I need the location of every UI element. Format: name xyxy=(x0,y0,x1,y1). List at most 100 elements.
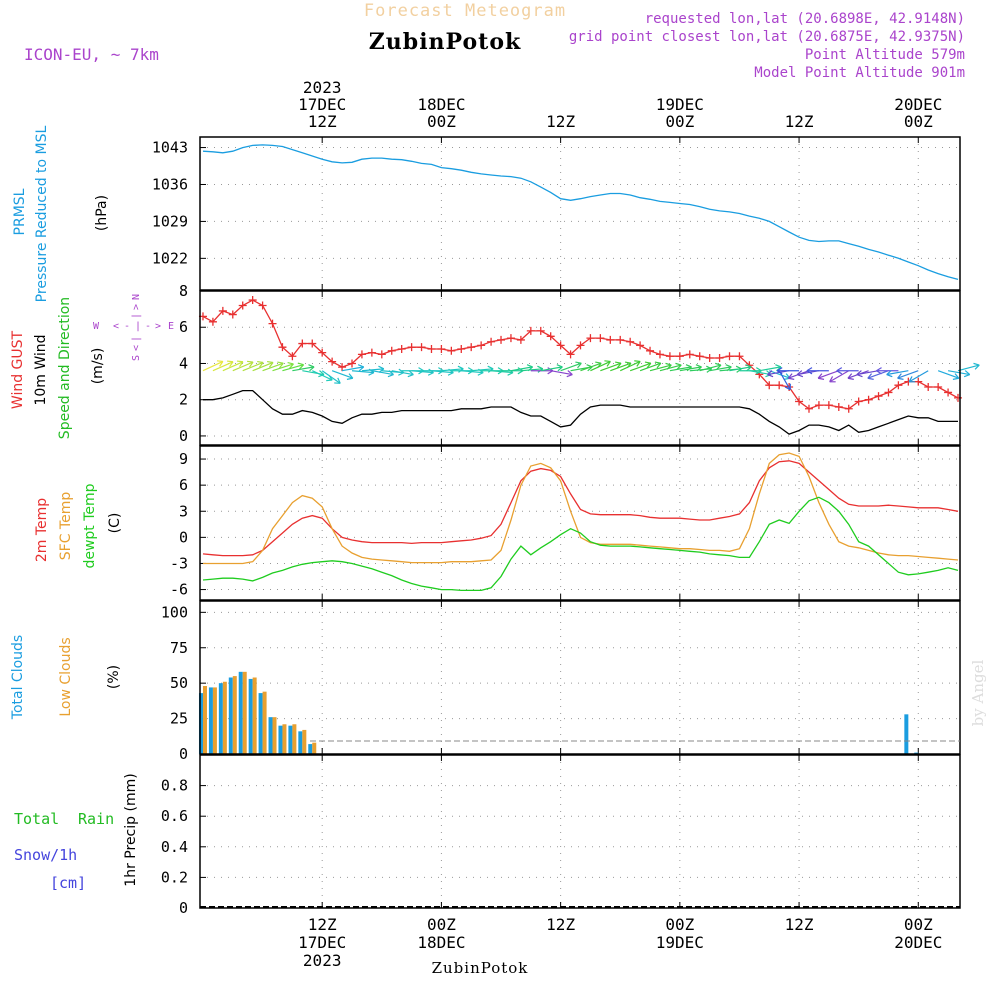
arrow-shaft xyxy=(659,364,682,372)
arrow-shaft xyxy=(341,366,364,372)
arrow-shaft xyxy=(679,366,702,372)
y-tick-label: 25 xyxy=(170,710,188,728)
arrow-head xyxy=(277,361,284,364)
gust-marker xyxy=(308,339,317,348)
arrow-head xyxy=(644,361,651,364)
arrow-shaft xyxy=(431,370,454,374)
legend-total: Total xyxy=(14,810,59,828)
arrow-head xyxy=(299,364,305,370)
panel-frame xyxy=(199,445,961,601)
arrow-shaft xyxy=(689,368,712,372)
gust-marker xyxy=(705,354,714,363)
arrow-head xyxy=(387,373,394,378)
gust-marker xyxy=(318,348,327,357)
arrow-head xyxy=(358,366,365,372)
temp-unit: (C) xyxy=(107,513,123,534)
arrow-shaft xyxy=(908,370,929,383)
gust-marker xyxy=(655,350,664,359)
legend-rain: Rain xyxy=(78,810,114,828)
time-label-top: 00Z xyxy=(427,112,456,131)
gust-marker xyxy=(844,404,853,413)
gust-marker xyxy=(348,359,356,368)
clouds-label-1: Total Clouds xyxy=(10,635,26,720)
time-label-top: 00Z xyxy=(665,112,694,131)
panel-pressure: 1022 1029 1036 1043 xyxy=(152,136,961,291)
gust-marker xyxy=(407,343,416,352)
panel-frame xyxy=(199,754,961,909)
arrow-head xyxy=(595,361,602,364)
panel-frame xyxy=(199,136,961,291)
arrow-shaft xyxy=(639,362,661,372)
arrow-shaft xyxy=(312,370,333,381)
wind-unit: (m/s) xyxy=(90,348,106,385)
y-tick-label: 50 xyxy=(170,674,188,692)
gust-marker xyxy=(516,335,525,344)
wind-direction-arrow xyxy=(947,370,971,378)
compass-east: E xyxy=(168,321,174,332)
compass-center: | xyxy=(135,321,141,332)
compass-south: S xyxy=(131,355,142,361)
arrow-head xyxy=(715,362,722,366)
panel-clouds: 0 25 50 75 100 xyxy=(161,600,961,763)
wind-direction-arrow xyxy=(540,364,563,372)
chart-title: Forecast Meteogram xyxy=(364,1,566,21)
arrow-head xyxy=(776,367,783,372)
wind-direction-arrow xyxy=(796,370,820,378)
time-label-top: 20DEC xyxy=(894,95,942,114)
time-label-bottom: 19DEC xyxy=(656,933,704,952)
arrow-head xyxy=(229,361,234,368)
arrow-head xyxy=(236,360,244,363)
arrow-head xyxy=(487,365,494,370)
wind-direction-arrow xyxy=(856,370,879,378)
arrow-head xyxy=(604,360,611,363)
gust-marker xyxy=(954,393,963,402)
arrow-shaft xyxy=(510,366,533,372)
gust-marker xyxy=(695,352,704,361)
arrow-head xyxy=(566,373,573,378)
cloud-bar xyxy=(252,677,257,754)
arrow-shaft xyxy=(709,366,732,372)
arrow-head xyxy=(797,373,804,378)
wind-direction-arrow xyxy=(252,360,274,372)
cloud-bar xyxy=(904,714,909,754)
cloud-bar xyxy=(218,683,223,754)
arrow-head xyxy=(836,370,843,375)
wind-direction-arrow xyxy=(699,362,722,372)
y-tick-label: 1036 xyxy=(152,175,188,193)
cloud-bar xyxy=(258,693,263,754)
credit: by Angel xyxy=(969,659,987,726)
wind-label-3: Speed and Direction xyxy=(57,297,73,439)
arrow-head xyxy=(806,370,813,375)
y-tick-label: 6 xyxy=(179,476,188,494)
arrow-head xyxy=(526,364,533,368)
compass-arrow-down: < xyxy=(131,345,142,351)
arrow-head xyxy=(787,373,793,379)
wind-direction-arrow xyxy=(232,360,254,372)
cloud-bar xyxy=(312,742,317,754)
cloud-bar xyxy=(268,717,273,754)
time-label-bottom: 20DEC xyxy=(894,933,942,952)
gust-marker xyxy=(775,381,784,390)
y-tick-label: 8 xyxy=(179,282,188,300)
cloud-bar xyxy=(238,671,243,754)
wind-direction-arrow xyxy=(659,362,682,372)
arrow-shaft xyxy=(629,362,652,372)
arrow-head xyxy=(685,364,692,368)
arrow-head xyxy=(646,362,652,369)
arrow-head xyxy=(876,370,882,375)
arrow-shaft xyxy=(580,362,602,372)
arrow-head xyxy=(567,370,573,375)
gust-marker xyxy=(944,388,953,397)
arrow-shaft xyxy=(411,370,434,374)
time-label-bottom: 2023 xyxy=(303,951,342,970)
closest-coords: grid point closest lon,lat (20.6875E, 42… xyxy=(569,29,965,45)
gust-marker xyxy=(576,341,585,350)
gust-marker xyxy=(636,341,645,350)
arrow-head xyxy=(676,364,682,370)
arrow-head xyxy=(856,370,862,375)
gust-marker xyxy=(268,319,277,328)
wind-direction-arrow xyxy=(817,370,840,380)
wind-direction-arrow xyxy=(649,362,672,372)
y-tick-label: 0 xyxy=(179,528,188,546)
